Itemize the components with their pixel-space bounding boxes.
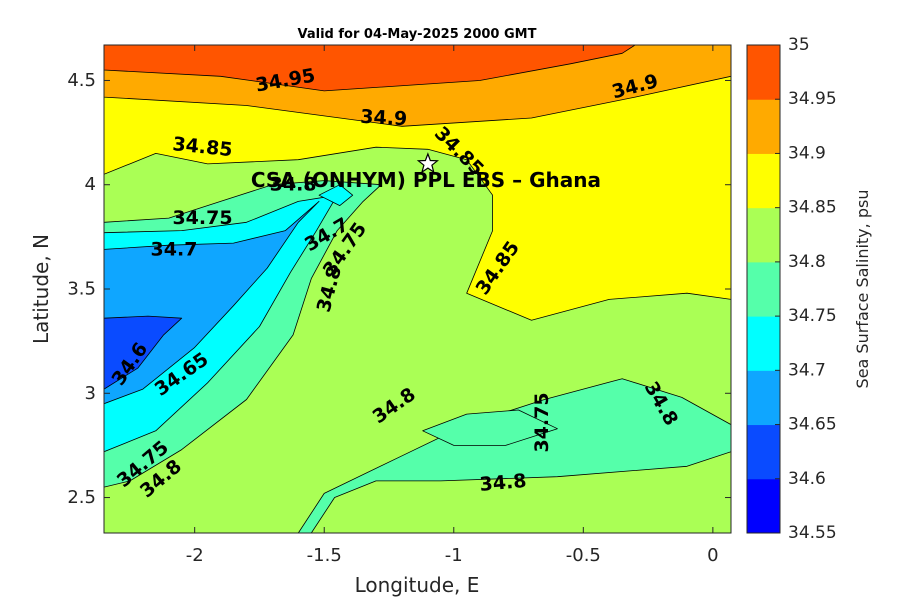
colorbar: 34.55 34.6 34.65 34.7 34.75 34.8 34.85 34.9 34.9… (746, 35, 837, 543)
y-axis: 2.5 3 3.5 4 4.5 (67, 70, 731, 508)
x-tick-label: -0.5 (566, 545, 601, 566)
colorbar-tick-label: 34.9 (788, 143, 826, 163)
colorbar-tick-label: 34.95 (788, 89, 837, 109)
colorbar-segment (747, 316, 780, 371)
contour-region-8 (318, 184, 354, 207)
colorbar-tick-label: 34.85 (788, 198, 837, 218)
colorbar-tick-label: 35 (788, 35, 810, 55)
colorbar-tick-label: 34.8 (788, 252, 826, 272)
contour-region-4 (310, 451, 731, 533)
colorbar-label: Sea Surface Salinity, psu (853, 190, 872, 389)
colorbar-tick-label: 34.6 (788, 469, 826, 489)
x-axis-label: Longitude, E (355, 573, 480, 597)
colorbar-tick-label: 34.7 (788, 360, 826, 380)
colorbar-frame (746, 44, 781, 534)
contour-label-9: 34.7 (151, 238, 198, 260)
y-tick-label: 4.5 (67, 70, 96, 91)
y-tick-label: 3 (85, 383, 96, 404)
colorbar-tick-label: 34.75 (788, 306, 837, 326)
contour-region-12 (104, 45, 636, 92)
colorbar-segment (747, 207, 780, 263)
contour-region-10 (104, 45, 731, 321)
x-axis: -2 -1.5 -1 -0.5 0 (186, 45, 719, 566)
site-marker: CSA (ONHYM) PPL EBS – Ghana (251, 152, 601, 192)
contour-label-18: 34.75 (531, 392, 553, 452)
colorbar-tick-label: 34.55 (788, 523, 837, 543)
colorbar-tick-label: 34.65 (788, 415, 837, 435)
x-tick-label: -1.5 (307, 545, 342, 566)
x-tick-label: 0 (707, 545, 718, 566)
contour-region-7 (104, 315, 183, 390)
colorbar-segment (747, 45, 780, 100)
contour-region-6 (104, 200, 320, 405)
y-axis-label: Latitude, N (29, 234, 53, 344)
y-tick-label: 2.5 (67, 487, 96, 508)
colorbar-segment (747, 424, 780, 480)
contour-label-20: 34.8 (479, 470, 528, 496)
chart-title: Valid for 04-May-2025 2000 GMT (298, 27, 537, 42)
x-tick-label: -2 (186, 545, 204, 566)
colorbar-segment (747, 478, 780, 534)
y-tick-label: 3.5 (67, 279, 96, 300)
filled-contour-regions (104, 45, 731, 533)
contour-label-7: 34.8 (270, 174, 317, 196)
site-star-icon (416, 152, 440, 174)
y-tick-label: 4 (85, 174, 96, 195)
site-label: CSA (ONHYM) PPL EBS – Ghana (251, 168, 601, 192)
contour-region-9 (422, 409, 558, 446)
colorbar-segment (747, 370, 780, 426)
colorbar-segment (747, 153, 780, 209)
colorbar-segment (747, 261, 780, 317)
contour-label-8: 34.75 (172, 207, 232, 229)
x-tick-label: -1 (445, 545, 463, 566)
colorbar-segment (747, 99, 780, 154)
contour-label-2: 34.9 (360, 106, 408, 130)
